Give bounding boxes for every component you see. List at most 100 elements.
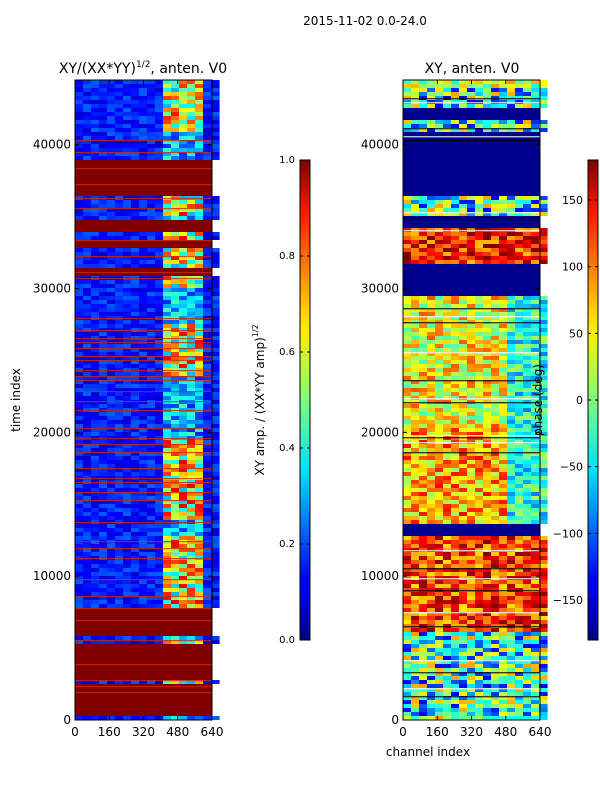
heatmap-cell [491,628,500,632]
heatmap-cell [179,580,188,584]
heatmap-cell [539,420,548,424]
heatmap-cell [443,416,452,420]
heatmap-cell [467,332,476,336]
heatmap-row [403,648,548,652]
heatmap-cell [475,708,484,712]
heatmap-cell [475,632,484,636]
heatmap-cell [499,92,508,96]
heatmap-cell [491,240,500,244]
heatmap-cell [179,100,188,104]
heatmap-cell [107,424,116,428]
heatmap-cell [435,540,444,544]
heatmap-cell [179,88,188,92]
heatmap-cell [467,316,476,320]
heatmap-cell [539,540,548,544]
heatmap-cell [491,364,500,368]
heatmap-cell [427,232,436,236]
heatmap-cell [171,280,180,284]
heatmap-cell [499,668,508,672]
heatmap-cell [523,392,532,396]
heatmap-row [403,644,548,648]
heatmap-cell [99,104,108,108]
heatmap-cell [179,332,188,336]
heatmap-cell [483,656,492,660]
heatmap-cell [115,640,124,644]
heatmap-cell [475,648,484,652]
heatmap-cell [539,656,548,660]
heatmap-cell [147,584,156,588]
heatmap-cell [507,340,516,344]
heatmap-cell [523,632,532,636]
heatmap-cell [155,320,164,324]
heatmap-cell [427,208,436,212]
heatmap-cell [171,364,180,368]
heatmap-cell [451,324,460,328]
heatmap-cell [107,600,116,604]
heatmap-cell [99,200,108,204]
heatmap-cell [411,316,420,320]
heatmap-cell [139,464,148,468]
heatmap-cell [523,328,532,332]
heatmap-cell [475,512,484,516]
heatmap-cell [403,316,412,320]
heatmap-cell [539,628,548,632]
heatmap-cell [107,492,116,496]
heatmap-cell [203,680,212,684]
heatmap-cell [115,564,124,568]
heatmap-cell [403,384,412,388]
heatmap-cell [523,380,532,384]
heatmap-cell [443,456,452,460]
heatmap-cell [203,232,212,236]
heatmap-cell [491,88,500,92]
heatmap-cell [427,684,436,688]
heatmap-cell [435,204,444,208]
heatmap-cell [443,648,452,652]
heatmap-cell [179,344,188,348]
heatmap-cell [539,432,548,436]
heatmap-cell [507,508,516,512]
heatmap-cell [499,296,508,300]
heatmap-cell [435,660,444,664]
heatmap-row [403,684,548,688]
heatmap-cell [123,576,132,580]
heatmap-cell [187,212,196,216]
heatmap-cell [83,468,92,472]
heatmap-cell [403,504,412,508]
heatmap-cell [515,348,524,352]
heatmap-cell [123,324,132,328]
heatmap-cell [435,512,444,516]
heatmap-cell [475,236,484,240]
heatmap-cell [171,384,180,388]
heatmap-cell [131,372,140,376]
heatmap-row [403,412,548,416]
heatmap-cell [115,396,124,400]
heatmap-cell [403,488,412,492]
heatmap-cell [147,120,156,124]
heatmap-cell [163,484,172,488]
heatmap-cell [451,648,460,652]
heatmap-cell [83,216,92,220]
heatmap-cell [507,644,516,648]
heatmap-cell [531,104,540,108]
heatmap-cell [131,204,140,208]
heatmap-cell [107,460,116,464]
heatmap-cell [211,348,220,352]
heatmap-row [403,156,540,160]
heatmap-cell [435,128,444,132]
heatmap-cell [403,124,412,128]
heatmap-cell [179,360,188,364]
heatmap-cell [99,208,108,212]
heatmap-row [75,92,220,96]
heatmap-cell [187,80,196,84]
heatmap-cell [515,352,524,356]
heatmap-cell [195,508,204,512]
heatmap-cell [107,548,116,552]
heatmap-line [75,548,212,550]
heatmap-cell [203,512,212,516]
heatmap-cell [475,296,484,300]
heatmap-cell [91,312,100,316]
heatmap-cell [419,700,428,704]
heatmap-cell [107,592,116,596]
heatmap-cell [475,608,484,612]
heatmap-row [75,308,220,312]
